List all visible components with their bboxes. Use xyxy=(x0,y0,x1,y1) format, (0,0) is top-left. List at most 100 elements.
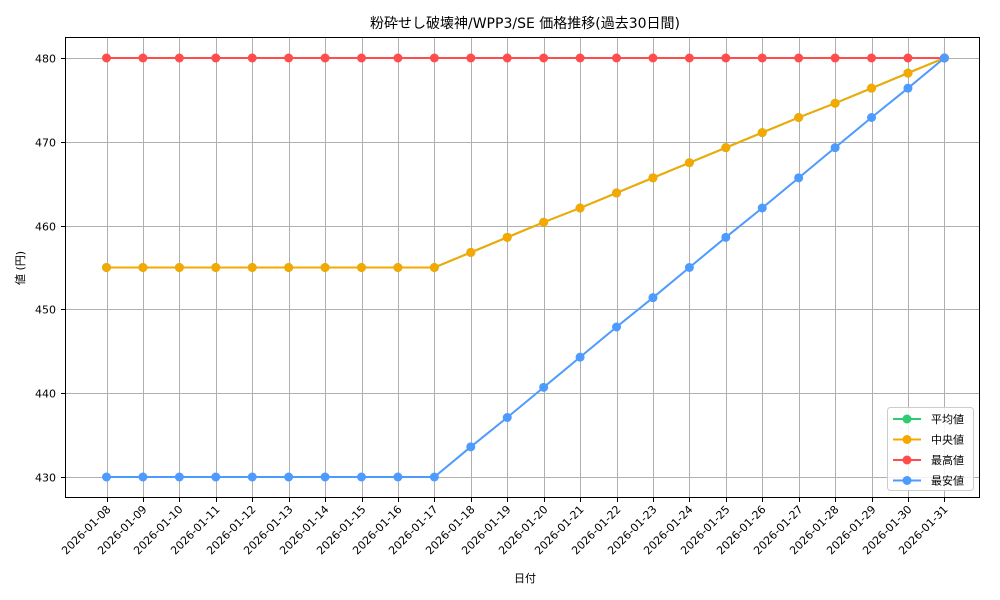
legend-marker-icon xyxy=(902,455,912,465)
legend-item: 平均値 xyxy=(893,413,964,426)
data-point xyxy=(211,263,221,272)
data-point xyxy=(393,263,403,272)
data-point xyxy=(575,53,585,63)
legend-marker-icon xyxy=(902,414,912,424)
data-point xyxy=(612,53,622,63)
data-point xyxy=(320,472,330,482)
y-axis-label: 値 (円) xyxy=(14,251,27,285)
y-tick-label: 450 xyxy=(35,304,56,317)
series-平均値 xyxy=(102,53,949,272)
data-point xyxy=(174,263,184,272)
data-point xyxy=(429,53,439,63)
data-point xyxy=(648,173,658,183)
series-最高値 xyxy=(102,53,949,63)
data-point xyxy=(830,98,840,108)
y-tick-label: 480 xyxy=(35,53,56,66)
data-point xyxy=(284,472,294,482)
legend-item: 中央値 xyxy=(893,434,964,447)
plot-area-frame xyxy=(65,37,980,498)
data-point xyxy=(357,263,367,272)
chart-title: 粉砕せし破壊神/WPP3/SE 価格推移(過去30日間) xyxy=(370,16,680,32)
data-point xyxy=(284,263,294,272)
data-point xyxy=(575,203,585,213)
data-point xyxy=(466,442,476,452)
data-point xyxy=(830,143,840,153)
data-point xyxy=(102,53,111,63)
data-point xyxy=(138,472,148,482)
data-point xyxy=(648,53,658,63)
data-point xyxy=(903,83,913,93)
data-point xyxy=(867,53,877,63)
legend-marker-icon xyxy=(902,435,912,444)
data-point xyxy=(174,53,184,63)
data-point xyxy=(794,53,804,63)
data-point xyxy=(903,68,913,78)
data-point xyxy=(757,128,767,138)
data-point xyxy=(320,53,330,63)
data-point xyxy=(757,53,767,63)
data-point xyxy=(247,263,257,272)
data-point xyxy=(466,247,476,257)
series-最安値 xyxy=(102,53,949,482)
data-point xyxy=(502,232,512,242)
data-point xyxy=(429,472,439,482)
data-point xyxy=(138,53,148,63)
data-point xyxy=(247,53,257,63)
data-point xyxy=(830,53,840,63)
series-line xyxy=(106,57,945,269)
data-point xyxy=(357,53,367,63)
data-point xyxy=(684,263,694,272)
data-point xyxy=(466,53,476,63)
data-point xyxy=(721,53,731,63)
data-point xyxy=(393,53,403,63)
data-point xyxy=(648,293,658,303)
y-axis-ticks: 430 440 450 460 470 480 xyxy=(35,53,65,485)
data-point xyxy=(867,83,877,93)
data-point xyxy=(320,263,330,272)
data-point xyxy=(867,112,877,122)
data-point xyxy=(138,263,148,272)
data-point xyxy=(684,53,694,63)
y-tick-label: 440 xyxy=(35,388,56,401)
y-tick-label: 430 xyxy=(35,472,56,485)
x-axis-ticks: 2026-01-082026-01-092026-01-102026-01-11… xyxy=(59,498,951,557)
series-line xyxy=(106,57,946,478)
data-point xyxy=(102,263,111,272)
legend-label: 平均値 xyxy=(931,413,964,426)
data-point xyxy=(721,232,731,242)
data-point xyxy=(794,112,804,122)
legend-box xyxy=(887,407,974,491)
legend-label: 最高値 xyxy=(931,453,964,467)
data-point xyxy=(684,158,694,168)
data-point xyxy=(211,472,221,482)
series-中央値 xyxy=(102,53,949,272)
data-point xyxy=(721,143,731,153)
data-point xyxy=(102,472,111,482)
data-point xyxy=(247,472,257,482)
data-point xyxy=(357,472,367,482)
data-point xyxy=(757,203,767,213)
data-point xyxy=(284,53,294,63)
legend-item: 最高値 xyxy=(893,453,964,467)
legend-marker-icon xyxy=(902,476,912,485)
data-point xyxy=(575,352,585,362)
legend-item: 最安値 xyxy=(893,474,964,488)
data-point xyxy=(539,217,549,227)
y-tick-label: 470 xyxy=(35,137,56,150)
data-point xyxy=(539,53,549,63)
data-point xyxy=(903,53,913,63)
data-point xyxy=(794,173,804,183)
series-line xyxy=(106,57,945,269)
data-point xyxy=(429,263,439,272)
data-point xyxy=(393,472,403,482)
data-point xyxy=(174,472,184,482)
data-point xyxy=(612,188,622,198)
data-point xyxy=(539,382,549,392)
data-point xyxy=(502,53,512,63)
legend-label: 最安値 xyxy=(931,474,964,488)
data-point xyxy=(502,413,512,423)
legend-label: 中央値 xyxy=(931,434,964,447)
y-tick-label: 460 xyxy=(35,221,56,234)
series-lines xyxy=(102,53,949,482)
